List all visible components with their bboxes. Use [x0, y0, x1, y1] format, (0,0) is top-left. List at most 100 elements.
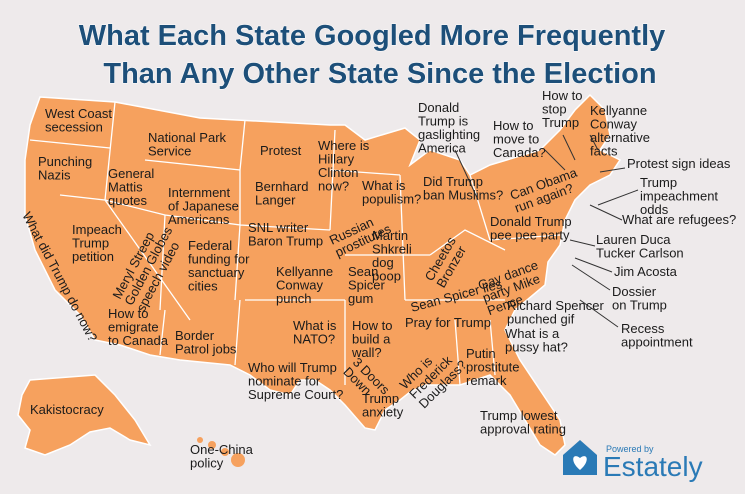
state-label: Internment of Japanese Americans: [168, 185, 239, 227]
label-line: stop: [542, 102, 567, 117]
label-line: Trump: [362, 391, 399, 406]
label-line: Dossier: [612, 284, 657, 299]
state-label: Did Trump ban Muslims?: [423, 174, 503, 203]
label-line: Hillary: [318, 152, 355, 167]
logo-icon: [563, 440, 597, 475]
label-line: Nazis: [38, 168, 71, 183]
label-line: Spicer: [348, 278, 386, 293]
label-line: gum: [348, 291, 373, 306]
label-line: policy: [190, 456, 224, 471]
label-line: Trump: [640, 175, 677, 190]
label-line: Conway: [276, 278, 323, 293]
label-line: Jim Acosta: [614, 264, 678, 279]
state-label: Dossier on Trump: [612, 284, 667, 313]
state-label: Impeach Trump petition: [72, 222, 122, 264]
label-line: What are refugees?: [622, 212, 736, 227]
label-line: Protest: [260, 143, 302, 158]
label-line: Kellyanne: [276, 264, 333, 279]
label-line: punched gif: [507, 312, 575, 327]
state-label: Putin prostitute remark: [466, 346, 519, 388]
label-line: appointment: [621, 335, 693, 350]
label-line: secession: [45, 120, 103, 135]
state-label: Trump impeachment odds: [640, 175, 718, 217]
logo-tagline: Powered by: [606, 444, 654, 454]
label-line: Donald Trump: [490, 214, 572, 229]
state-label: SNL writer Baron Trump: [248, 220, 323, 249]
state-borders: [29, 101, 561, 386]
state-label: Richard Spencer punched gif: [507, 298, 604, 327]
label-line: National Park: [148, 130, 227, 145]
label-line: Tucker Carlson: [596, 246, 684, 261]
label-line: What is a: [505, 326, 560, 341]
title: What Each State Googled More Frequently T…: [79, 20, 666, 90]
state-label: How to stop Trump: [542, 88, 582, 130]
state-label: How to emigrate to Canada: [108, 306, 169, 348]
label-line: America: [418, 141, 466, 156]
logo: Powered by Estately: [563, 440, 703, 482]
label-line: Punching: [38, 154, 92, 169]
state-label: Pray for Trump: [405, 315, 491, 330]
label-line: How to: [108, 306, 148, 321]
state-label: Protest sign ideas: [627, 156, 731, 171]
label-line: Shkreli: [372, 242, 412, 257]
label-line: on Trump: [612, 298, 667, 313]
state-label: Martin Shkreli dog poop: [372, 228, 412, 284]
label-line: Mattis: [108, 180, 143, 195]
state-label: General Mattis quotes: [108, 166, 154, 208]
state-label: What is a pussy hat?: [505, 326, 568, 355]
label-line: sanctuary: [188, 265, 245, 280]
label-line: move to: [493, 132, 539, 147]
label-line: Conway: [590, 117, 637, 132]
label-line: gaslighting: [418, 127, 480, 142]
label-line: Border: [175, 328, 215, 343]
state-label: Trump anxiety: [362, 391, 404, 420]
label-line: now?: [318, 179, 349, 194]
label-line: Pray for Trump: [405, 315, 491, 330]
label-line: emigrate: [108, 320, 159, 335]
label-line: alternative: [590, 130, 650, 145]
state-label: What is NATO?: [293, 318, 337, 347]
alaska: [17, 374, 152, 456]
state-label: Kellyanne Conway alternative facts: [590, 103, 650, 159]
logo-name: Estately: [603, 451, 703, 482]
state-label: Sean Spicer gum: [348, 264, 386, 306]
label-line: Baron Trump: [248, 234, 323, 249]
label-line: petition: [72, 249, 114, 264]
state-label: Punching Nazis: [38, 154, 92, 183]
label-line: Richard Spencer: [507, 298, 604, 313]
label-line: facts: [590, 144, 618, 159]
state-label: Where is Hillary Clinton now?: [318, 138, 370, 194]
label-line: Supreme Court?: [248, 387, 343, 402]
label-line: How to: [542, 88, 582, 103]
label-line: SNL writer: [248, 220, 309, 235]
label-line: Impeach: [72, 222, 122, 237]
state-label: Protest: [260, 143, 302, 158]
label-line: Sean: [348, 264, 378, 279]
label-line: Trump: [542, 115, 579, 130]
label-line: dog: [372, 255, 394, 270]
label-line: remark: [466, 373, 507, 388]
state-label: How to build a wall?: [351, 318, 392, 360]
label-line: Federal: [188, 238, 232, 253]
label-line: Where is: [318, 138, 370, 153]
label-line: One-China: [190, 442, 254, 457]
label-line: of Japanese: [168, 199, 239, 214]
label-line: funding for: [188, 252, 250, 267]
label-line: How to: [352, 318, 392, 333]
state-label: Border Patrol jobs: [175, 328, 237, 357]
state-label: West Coast secession: [45, 106, 112, 135]
label-line: odds: [640, 202, 669, 217]
label-line: Recess: [621, 321, 665, 336]
logo-heart: [573, 456, 587, 470]
label-line: pee pee party: [490, 228, 570, 243]
state-label: Lauren Duca Tucker Carlson: [596, 232, 684, 261]
label-line: Langer: [255, 193, 296, 208]
label-line: wall?: [351, 345, 382, 360]
label-line: Lauren Duca: [596, 232, 671, 247]
label-line: Internment: [168, 185, 231, 200]
state-label: Bernhard Langer: [255, 179, 308, 208]
label-line: Martin: [372, 228, 408, 243]
label-line: approval rating: [480, 422, 566, 437]
label-line: Putin: [466, 346, 496, 361]
